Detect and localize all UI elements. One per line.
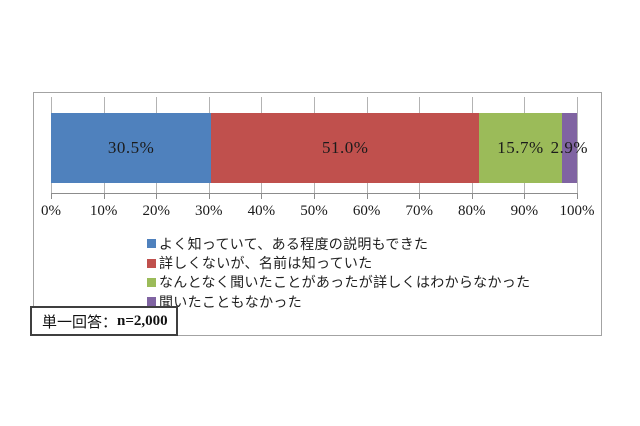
legend-item-1: よく知っていて、ある程度の説明もできた — [147, 234, 530, 253]
data-label-1: 30.5% — [107, 138, 155, 157]
legend-swatch-red-icon — [147, 258, 156, 268]
legend-label: よく知っていて、ある程度の説明もできた — [159, 237, 429, 253]
x-tick-label: 60% — [352, 203, 381, 219]
note-n-value: n=2,000 — [117, 312, 168, 329]
x-tick-label: 40% — [247, 203, 276, 219]
data-label-4: 2.9% — [550, 138, 589, 157]
x-tick-label: 80% — [458, 203, 486, 219]
x-tick-label: 50% — [300, 203, 328, 219]
axis-tick — [471, 193, 473, 199]
axis-tick — [51, 193, 52, 199]
axis-tick — [419, 193, 421, 199]
axis-tick — [208, 193, 210, 199]
sample-size-note: 単一回答： n=2,000 — [30, 306, 178, 336]
legend-label: 詳しくないが、名前は知っていた — [159, 257, 373, 273]
bar-segment-1: 30.5% — [51, 113, 212, 183]
x-tick-label: 30% — [195, 203, 223, 219]
stacked-bar: 30.5% 51.0% 15.7% 2.9% — [51, 113, 588, 183]
axis-tick — [524, 193, 526, 199]
bar-segment-2: 51.0% — [211, 113, 480, 183]
gridline-100 — [577, 97, 578, 193]
data-label-3: 15.7% — [497, 138, 544, 157]
x-tick-label: 20% — [142, 203, 170, 219]
legend-swatch-blue-icon — [147, 239, 156, 249]
axis-tick — [366, 193, 368, 199]
axis-tick — [103, 193, 105, 199]
x-tick-label: 10% — [89, 203, 118, 219]
legend-label: 聞いたこともなかった — [159, 295, 302, 311]
axis-tick — [156, 193, 158, 199]
chart-frame: 30.5% 51.0% 15.7% 2.9% 0% 10% 20% 30% 40… — [33, 92, 602, 336]
legend-swatch-purple-icon — [147, 297, 156, 307]
legend: よく知っていて、ある程度の説明もできた 詳しくないが、名前は知っていた なんとな… — [147, 234, 530, 312]
x-axis-labels: 0% 10% 20% 30% 40% 50% 60% 70% 80% 90% 1… — [41, 203, 595, 221]
x-tick-label: 70% — [405, 203, 433, 219]
legend-item-4: 聞いたこともなかった — [147, 292, 530, 311]
legend-item-3: なんとなく聞いたことがあったが詳しくはわからなかった — [147, 273, 530, 292]
x-tick-label: 100% — [559, 203, 595, 219]
legend-item-2: 詳しくないが、名前は知っていた — [147, 253, 530, 272]
bar-segment-4: 2.9% — [551, 113, 588, 183]
legend-label: なんとなく聞いたことがあったが詳しくはわからなかった — [159, 276, 531, 292]
axis-tick — [577, 193, 578, 199]
bar-segment-3: 15.7% — [479, 113, 562, 183]
x-tick-label: 90% — [510, 203, 539, 219]
axis-tick — [314, 193, 315, 199]
plot-area: 30.5% 51.0% 15.7% 2.9% — [51, 97, 588, 199]
legend-swatch-green-icon — [147, 277, 156, 287]
data-label-2: 51.0% — [322, 138, 369, 157]
x-tick-label: 0% — [41, 203, 61, 219]
axis-tick — [261, 193, 263, 199]
note-prefix: 単一回答： — [42, 314, 118, 331]
